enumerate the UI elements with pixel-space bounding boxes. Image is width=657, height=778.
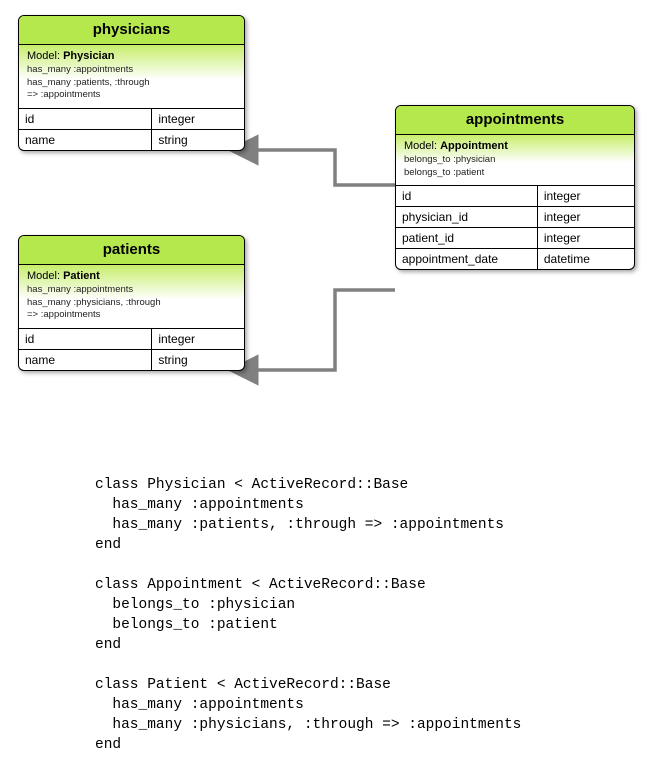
field-type: integer bbox=[151, 329, 244, 349]
er-diagram: physicians Model: Physician has_many :ap… bbox=[0, 0, 657, 460]
fields-table: id integer name string bbox=[19, 329, 244, 370]
model-label: Model: bbox=[27, 270, 60, 282]
table-row: physician_id integer bbox=[396, 206, 634, 227]
model-label: Model: bbox=[404, 140, 437, 152]
entity-patients: patients Model: Patient has_many :appoin… bbox=[18, 235, 245, 371]
code-block: class Physician < ActiveRecord::Base has… bbox=[95, 475, 521, 755]
table-row: id integer bbox=[19, 109, 244, 129]
field-type: integer bbox=[151, 109, 244, 129]
entity-title: physicians bbox=[19, 16, 244, 45]
arrow-appointments-to-physicians bbox=[251, 150, 395, 185]
entity-title: patients bbox=[19, 236, 244, 265]
field-type: datetime bbox=[537, 248, 634, 269]
arrow-appointments-to-patients bbox=[251, 290, 395, 370]
entity-physicians: physicians Model: Physician has_many :ap… bbox=[18, 15, 245, 151]
field-name: appointment_date bbox=[396, 248, 537, 269]
entity-appointments: appointments Model: Appointment belongs_… bbox=[395, 105, 635, 270]
entity-title: appointments bbox=[396, 106, 634, 135]
field-name: id bbox=[396, 186, 537, 206]
field-name: name bbox=[19, 349, 151, 370]
assoc-line: has_many :appointments bbox=[27, 64, 236, 77]
assoc-line: => :appointments bbox=[27, 309, 236, 322]
field-name: patient_id bbox=[396, 227, 537, 248]
assoc-line: belongs_to :physician bbox=[404, 154, 626, 167]
field-name: name bbox=[19, 129, 151, 150]
field-type: string bbox=[151, 349, 244, 370]
field-type: integer bbox=[537, 186, 634, 206]
entity-meta: Model: Appointment belongs_to :physician… bbox=[396, 135, 634, 186]
model-label: Model: bbox=[27, 50, 60, 62]
fields-table: id integer physician_id integer patient_… bbox=[396, 186, 634, 269]
field-type: integer bbox=[537, 227, 634, 248]
model-name: Appointment bbox=[440, 140, 508, 152]
table-row: name string bbox=[19, 129, 244, 150]
assoc-line: belongs_to :patient bbox=[404, 167, 626, 180]
table-row: patient_id integer bbox=[396, 227, 634, 248]
field-name: id bbox=[19, 329, 151, 349]
model-name: Patient bbox=[63, 270, 100, 282]
assoc-line: => :appointments bbox=[27, 89, 236, 102]
table-row: id integer bbox=[19, 329, 244, 349]
table-row: name string bbox=[19, 349, 244, 370]
model-name: Physician bbox=[63, 50, 114, 62]
assoc-line: has_many :physicians, :through bbox=[27, 297, 236, 310]
field-type: integer bbox=[537, 206, 634, 227]
field-name: id bbox=[19, 109, 151, 129]
entity-meta: Model: Patient has_many :appointments ha… bbox=[19, 265, 244, 329]
field-name: physician_id bbox=[396, 206, 537, 227]
assoc-line: has_many :appointments bbox=[27, 284, 236, 297]
fields-table: id integer name string bbox=[19, 109, 244, 150]
assoc-line: has_many :patients, :through bbox=[27, 77, 236, 90]
table-row: id integer bbox=[396, 186, 634, 206]
field-type: string bbox=[151, 129, 244, 150]
entity-meta: Model: Physician has_many :appointments … bbox=[19, 45, 244, 109]
table-row: appointment_date datetime bbox=[396, 248, 634, 269]
